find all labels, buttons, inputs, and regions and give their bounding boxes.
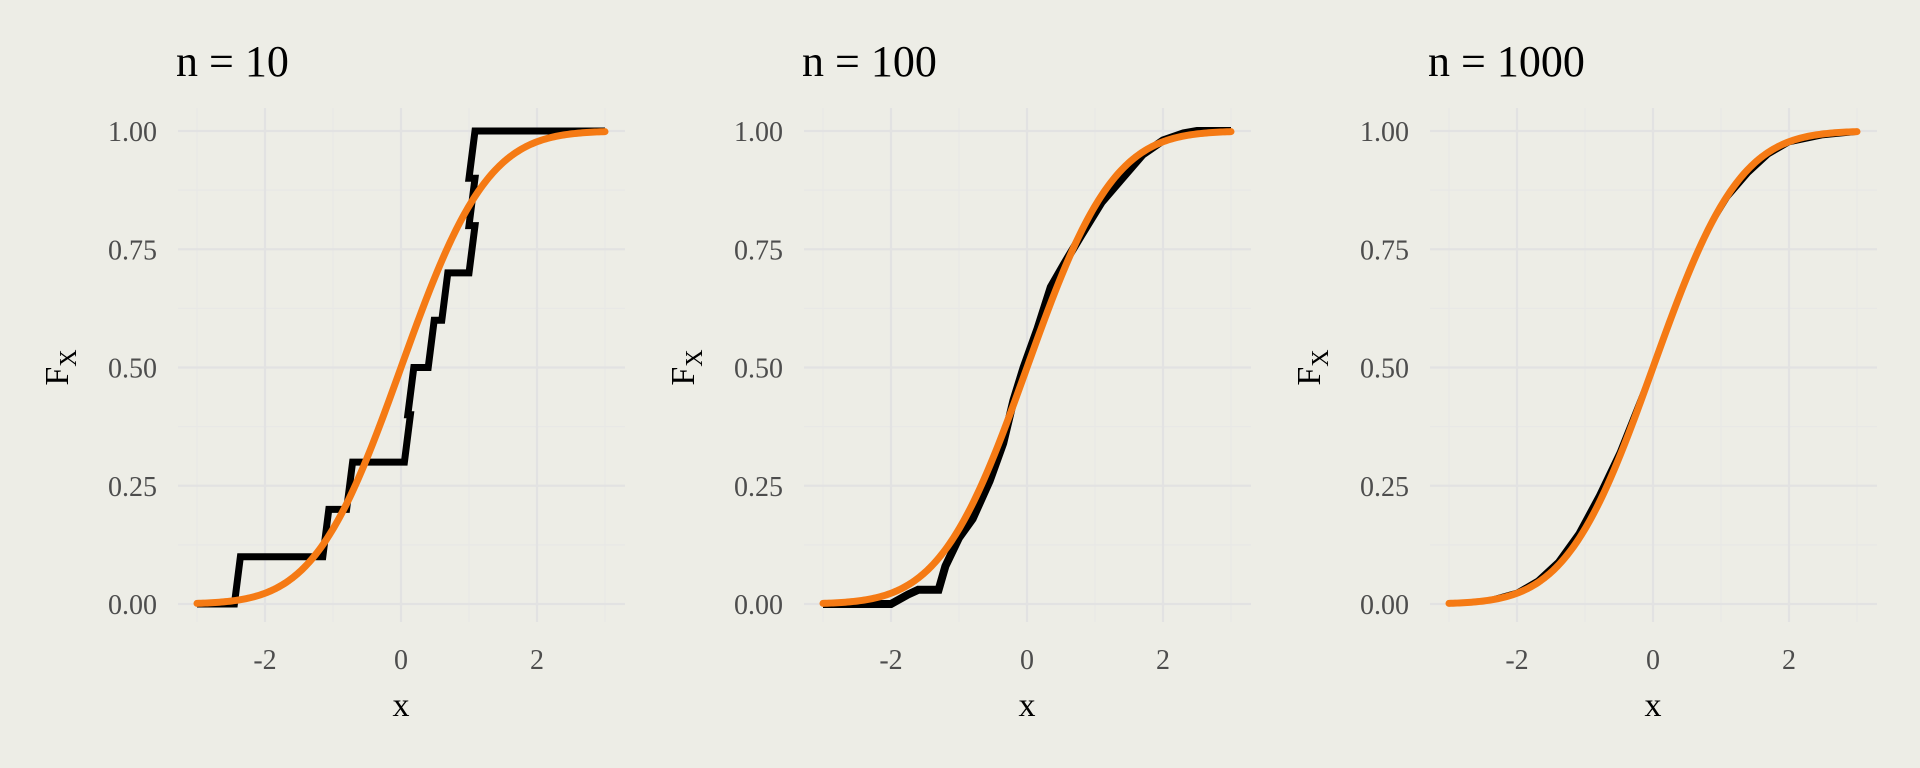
x-tick-label: 2	[1782, 645, 1796, 676]
panel-title: n = 1000	[1428, 37, 1585, 86]
y-axis-title-main: F	[665, 367, 702, 386]
panel-2: n = 100 0.00 0.25 0.50 0.75 1.00 -2 0 2 x FX	[665, 37, 1251, 724]
panel-3: n = 1000 0.00 0.25 0.50 0.75 1.00 -2 0 2 x FX	[1291, 37, 1877, 724]
y-tick-label: 1.00	[734, 117, 783, 148]
y-tick-label: 0.75	[108, 235, 157, 266]
y-tick-label: 0.50	[108, 354, 157, 385]
y-axis-title-sub: X	[56, 349, 82, 366]
y-axis-title: FX	[665, 349, 708, 385]
y-axis-title-main: F	[1291, 367, 1328, 386]
y-tick-label: 0.00	[108, 590, 157, 621]
panel-title: n = 10	[176, 37, 289, 86]
y-tick-label: 0.00	[1360, 590, 1409, 621]
x-axis-title: x	[393, 687, 410, 724]
x-tick-label: 2	[530, 645, 544, 676]
y-axis-title: FX	[39, 349, 82, 385]
y-tick-label: 1.00	[1360, 117, 1409, 148]
x-tick-label: 0	[1020, 645, 1034, 676]
x-tick-label: -2	[879, 645, 902, 676]
x-tick-label: 2	[1156, 645, 1170, 676]
y-tick-label: 0.25	[1360, 472, 1409, 503]
y-tick-label: 0.75	[1360, 235, 1409, 266]
x-tick-label: -2	[253, 645, 276, 676]
x-tick-label: 0	[394, 645, 408, 676]
y-tick-label: 0.50	[1360, 354, 1409, 385]
y-tick-label: 1.00	[108, 117, 157, 148]
normal-cdf-line	[1445, 128, 1861, 607]
y-tick-label: 0.25	[734, 472, 783, 503]
x-axis-title: x	[1645, 687, 1662, 724]
panel-1: n = 10 0.00 0.25 0.50 0.75 1.00 -2 0 2 x FX	[39, 37, 625, 724]
y-tick-label: 0.75	[734, 235, 783, 266]
y-tick-label: 0.50	[734, 354, 783, 385]
normal-cdf-line	[819, 128, 1235, 607]
panel-title: n = 100	[802, 37, 937, 86]
x-axis-title: x	[1019, 687, 1036, 724]
normal-cdf-line	[193, 128, 609, 607]
y-axis-title-main: F	[39, 367, 76, 386]
y-axis-title-sub: X	[1308, 349, 1334, 366]
y-tick-label: 0.25	[108, 472, 157, 503]
x-tick-label: -2	[1505, 645, 1528, 676]
y-axis-title: FX	[1291, 349, 1334, 385]
x-tick-label: 0	[1646, 645, 1660, 676]
y-tick-label: 0.00	[734, 590, 783, 621]
y-axis-title-sub: X	[682, 349, 708, 366]
